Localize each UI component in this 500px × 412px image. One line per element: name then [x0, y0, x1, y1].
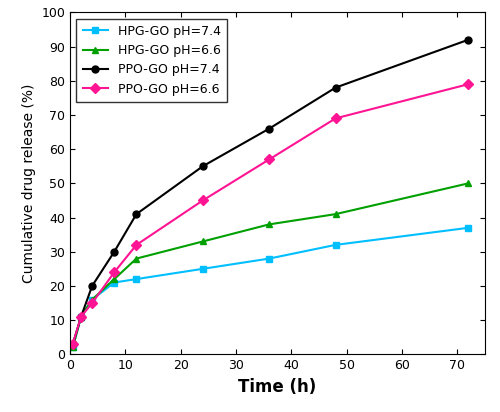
HPG-GO pH=7.4 — [332, 242, 338, 247]
PPO-GO pH=6.6 — [78, 314, 84, 319]
Y-axis label: Cumulative drug release (%): Cumulative drug release (%) — [22, 84, 36, 283]
HPG-GO pH=6.6 — [466, 181, 471, 186]
PPO-GO pH=7.4 — [78, 314, 84, 319]
PPO-GO pH=6.6 — [200, 198, 206, 203]
HPG-GO pH=7.4 — [70, 345, 76, 350]
Legend: HPG-GO pH=7.4, HPG-GO pH=6.6, PPO-GO pH=7.4, PPO-GO pH=6.6: HPG-GO pH=7.4, HPG-GO pH=6.6, PPO-GO pH=… — [76, 19, 227, 102]
HPG-GO pH=7.4 — [89, 297, 95, 302]
PPO-GO pH=7.4 — [332, 85, 338, 90]
PPO-GO pH=7.4 — [134, 212, 140, 217]
PPO-GO pH=6.6 — [266, 157, 272, 162]
HPG-GO pH=7.4 — [266, 256, 272, 261]
PPO-GO pH=7.4 — [266, 126, 272, 131]
PPO-GO pH=6.6 — [89, 301, 95, 306]
Line: HPG-GO pH=7.4: HPG-GO pH=7.4 — [70, 224, 472, 351]
HPG-GO pH=7.4 — [466, 225, 471, 230]
PPO-GO pH=6.6 — [112, 270, 117, 275]
HPG-GO pH=7.4 — [134, 276, 140, 281]
Line: HPG-GO pH=6.6: HPG-GO pH=6.6 — [70, 180, 472, 351]
HPG-GO pH=6.6 — [78, 314, 84, 319]
PPO-GO pH=6.6 — [70, 342, 76, 346]
PPO-GO pH=7.4 — [112, 249, 117, 254]
HPG-GO pH=6.6 — [266, 222, 272, 227]
HPG-GO pH=6.6 — [112, 276, 117, 281]
HPG-GO pH=6.6 — [89, 297, 95, 302]
HPG-GO pH=6.6 — [200, 239, 206, 244]
HPG-GO pH=7.4 — [112, 280, 117, 285]
PPO-GO pH=6.6 — [466, 82, 471, 87]
X-axis label: Time (h): Time (h) — [238, 378, 316, 396]
PPO-GO pH=6.6 — [332, 116, 338, 121]
HPG-GO pH=6.6 — [332, 212, 338, 217]
Line: PPO-GO pH=7.4: PPO-GO pH=7.4 — [70, 36, 472, 348]
PPO-GO pH=6.6 — [134, 242, 140, 247]
PPO-GO pH=7.4 — [70, 342, 76, 346]
HPG-GO pH=6.6 — [134, 256, 140, 261]
HPG-GO pH=7.4 — [78, 314, 84, 319]
PPO-GO pH=7.4 — [200, 164, 206, 169]
HPG-GO pH=6.6 — [70, 345, 76, 350]
HPG-GO pH=7.4 — [200, 266, 206, 271]
PPO-GO pH=7.4 — [89, 283, 95, 288]
Line: PPO-GO pH=6.6: PPO-GO pH=6.6 — [70, 81, 472, 348]
PPO-GO pH=7.4 — [466, 37, 471, 42]
